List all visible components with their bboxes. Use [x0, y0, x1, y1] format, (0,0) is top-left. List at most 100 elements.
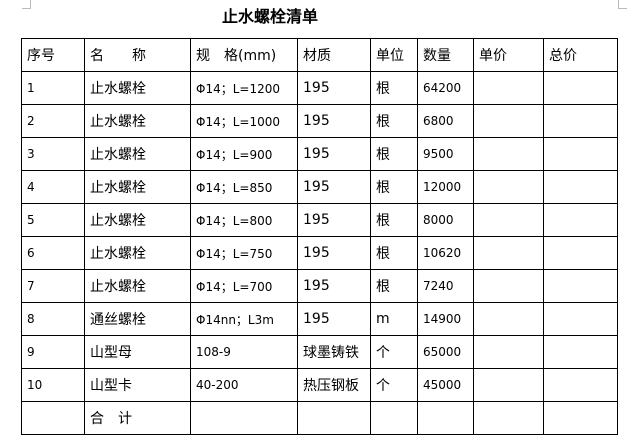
cell-material: 195 [297, 170, 371, 204]
cell-unit: 个 [370, 335, 418, 369]
cell-unit-price [473, 137, 544, 171]
cell-quantity: 65000 [417, 335, 474, 369]
header-quantity: 数量 [417, 38, 474, 72]
page-corner-mark [618, 0, 627, 9]
table-row: 3 止水螺栓 Φ14；L=900 195 根 9500 [21, 137, 618, 171]
cell-material: 195 [297, 137, 371, 171]
document-title: 止水螺栓清单 [221, 7, 318, 26]
cell-unit: 根 [370, 236, 418, 270]
cell-total-price [543, 104, 618, 138]
cell-unit: 根 [370, 71, 418, 105]
cell-spec: Φ14nn；L3m [190, 302, 298, 336]
table-row: 4 止水螺栓 Φ14；L=850 195 根 12000 [21, 170, 618, 204]
cell-material: 195 [297, 203, 371, 237]
cell-seq: 3 [21, 137, 85, 171]
cell-quantity: 14900 [417, 302, 474, 336]
table-row: 8 通丝螺栓 Φ14nn；L3m 195 m 14900 [21, 302, 618, 336]
cell-total-price [543, 71, 618, 105]
header-seq: 序号 [21, 38, 85, 72]
cell-unit: 根 [370, 269, 418, 303]
cell-unit: 根 [370, 170, 418, 204]
cell-seq: 6 [21, 236, 85, 270]
cell-spec: Φ14；L=1200 [190, 71, 298, 105]
header-total-price: 总价 [543, 38, 618, 72]
cell-unit-price [473, 236, 544, 270]
cell-spec: Φ14；L=1000 [190, 104, 298, 138]
cell-name: 合 计 [84, 401, 191, 435]
cell-spec: Φ14；L=900 [190, 137, 298, 171]
cell-total-price [543, 170, 618, 204]
cell-quantity: 7240 [417, 269, 474, 303]
cell-seq: 10 [21, 368, 85, 402]
bolt-list-table: 序号名 称规 格(mm) 材质 单位 数量 单价 总价 1 止水螺栓 Φ14；L=1200 195… [21, 38, 618, 435]
cell-name: 山型母 [84, 335, 191, 369]
cell-unit: 根 [370, 137, 418, 171]
cell-unit: 根 [370, 203, 418, 237]
cell-quantity: 8000 [417, 203, 474, 237]
cell-spec: 40-200 [190, 368, 298, 402]
cell-spec [190, 401, 298, 435]
cell-quantity: 6800 [417, 104, 474, 138]
cell-name: 止水螺栓 [84, 236, 191, 270]
cell-spec: Φ14；L=850 [190, 170, 298, 204]
table-row: 2 止水螺栓 Φ14；L=1000 195 根 6800 [21, 104, 618, 138]
cell-quantity: 45000 [417, 368, 474, 402]
header-name: 名 称 [84, 38, 191, 72]
cell-unit-price [473, 71, 544, 105]
cell-quantity [417, 401, 474, 435]
cell-total-price [543, 137, 618, 171]
cell-name: 止水螺栓 [84, 71, 191, 105]
cell-name: 山型卡 [84, 368, 191, 402]
table-row: 合 计 [21, 401, 618, 435]
cell-total-price [543, 335, 618, 369]
cell-unit-price [473, 368, 544, 402]
table-row: 7 止水螺栓 Φ14；L=700 195 根 7240 [21, 269, 618, 303]
cell-seq: 9 [21, 335, 85, 369]
cell-seq: 4 [21, 170, 85, 204]
cell-seq: 5 [21, 203, 85, 237]
table-header-row: 序号名 称规 格(mm) 材质 单位 数量 单价 总价 [21, 38, 618, 72]
table-row: 6 止水螺栓 Φ14；L=750 195 根 10620 [21, 236, 618, 270]
cell-unit-price [473, 203, 544, 237]
cell-unit-price [473, 104, 544, 138]
cell-total-price [543, 368, 618, 402]
cell-seq: 1 [21, 71, 85, 105]
cell-total-price [543, 236, 618, 270]
cell-name: 止水螺栓 [84, 104, 191, 138]
header-material: 材质 [297, 38, 371, 72]
cell-unit: 个 [370, 368, 418, 402]
cell-name: 止水螺栓 [84, 170, 191, 204]
cell-quantity: 10620 [417, 236, 474, 270]
cell-total-price [543, 401, 618, 435]
cell-material: 195 [297, 269, 371, 303]
cell-name: 止水螺栓 [84, 137, 191, 171]
cell-material: 195 [297, 302, 371, 336]
cell-unit: 根 [370, 104, 418, 138]
cell-name: 通丝螺栓 [84, 302, 191, 336]
cell-quantity: 9500 [417, 137, 474, 171]
cell-name: 止水螺栓 [84, 203, 191, 237]
cell-unit-price [473, 335, 544, 369]
page-corner-mark [22, 0, 31, 9]
cell-material: 球墨铸铁 [297, 335, 371, 369]
cell-name: 止水螺栓 [84, 269, 191, 303]
cell-seq: 8 [21, 302, 85, 336]
cell-unit [370, 401, 418, 435]
cell-unit-price [473, 269, 544, 303]
header-spec: 规 格(mm) [190, 38, 298, 72]
header-unit: 单位 [370, 38, 418, 72]
table-row: 10 山型卡 40-200 热压钢板个 45000 [21, 368, 618, 402]
table-row: 1 止水螺栓 Φ14；L=1200 195 根 64200 [21, 71, 618, 105]
cell-spec: Φ14；L=700 [190, 269, 298, 303]
cell-total-price [543, 302, 618, 336]
cell-quantity: 64200 [417, 71, 474, 105]
table-row: 5 止水螺栓 Φ14；L=800 195 根 8000 [21, 203, 618, 237]
cell-unit: m [370, 302, 418, 336]
header-unit-price: 单价 [473, 38, 544, 72]
cell-material [297, 401, 371, 435]
cell-total-price [543, 269, 618, 303]
table-row: 9 山型母 108-9 球墨铸铁个 65000 [21, 335, 618, 369]
cell-material: 195 [297, 71, 371, 105]
cell-seq: 2 [21, 104, 85, 138]
cell-material: 195 [297, 104, 371, 138]
